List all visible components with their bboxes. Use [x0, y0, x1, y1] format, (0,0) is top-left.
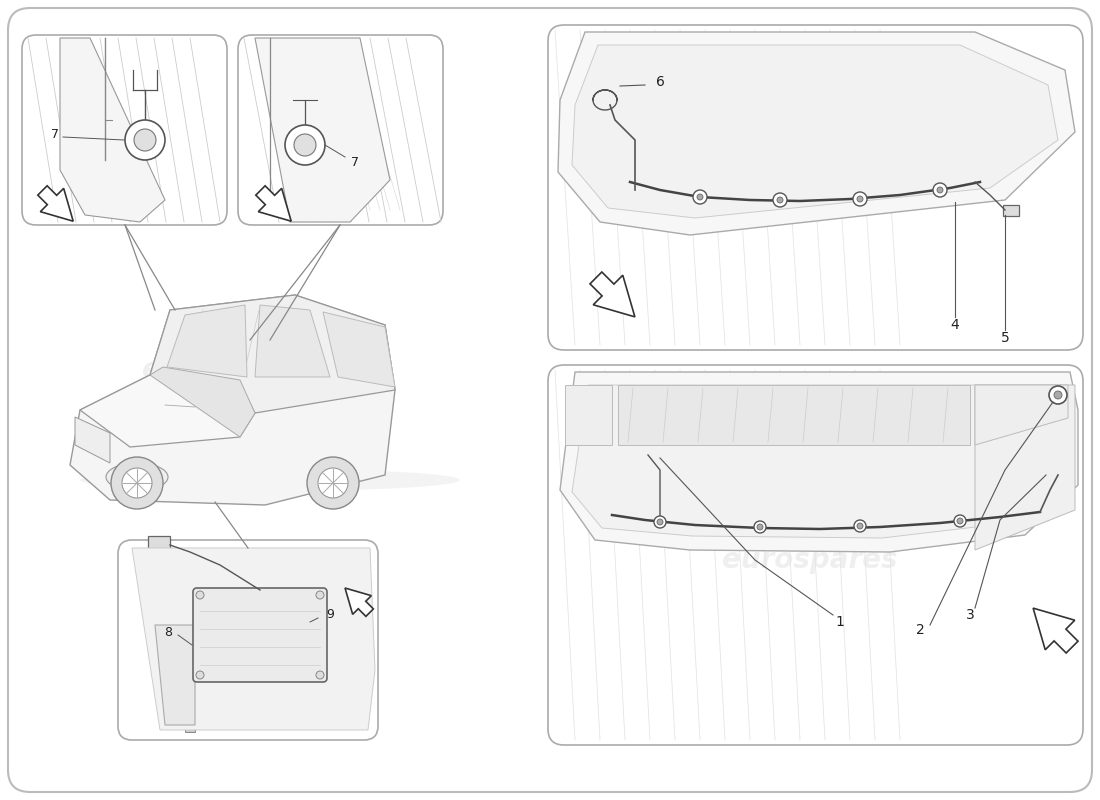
Circle shape	[854, 520, 866, 532]
Text: 7: 7	[351, 155, 359, 169]
Bar	[1003, 205, 1019, 216]
Circle shape	[857, 523, 864, 529]
Polygon shape	[560, 372, 1078, 552]
Text: 3: 3	[966, 608, 975, 622]
Bar	[680, 100, 810, 180]
Circle shape	[307, 457, 359, 509]
Polygon shape	[167, 305, 248, 377]
Polygon shape	[75, 417, 110, 463]
Circle shape	[852, 192, 867, 206]
Text: 2: 2	[915, 623, 924, 637]
Circle shape	[773, 193, 786, 207]
Bar	[148, 536, 170, 550]
Polygon shape	[572, 45, 1058, 218]
Circle shape	[697, 194, 703, 200]
Polygon shape	[572, 385, 1068, 538]
Circle shape	[122, 468, 152, 498]
Polygon shape	[323, 312, 395, 387]
Polygon shape	[80, 375, 255, 447]
Text: 4: 4	[950, 318, 959, 332]
Polygon shape	[255, 38, 390, 222]
Polygon shape	[975, 385, 1075, 550]
Bar	[588, 74, 612, 88]
Circle shape	[1054, 391, 1062, 399]
Circle shape	[196, 591, 204, 599]
Circle shape	[125, 120, 165, 160]
Polygon shape	[150, 367, 255, 437]
Circle shape	[754, 521, 766, 533]
Polygon shape	[565, 385, 612, 445]
Circle shape	[954, 515, 966, 527]
Circle shape	[957, 518, 962, 524]
Polygon shape	[37, 186, 74, 222]
Polygon shape	[975, 385, 1068, 445]
Circle shape	[134, 129, 156, 151]
Circle shape	[654, 516, 666, 528]
Text: eurospares: eurospares	[723, 166, 898, 194]
Text: 5: 5	[1001, 331, 1010, 345]
Polygon shape	[590, 272, 635, 317]
Polygon shape	[132, 548, 375, 730]
Text: eurospares: eurospares	[723, 546, 898, 574]
Polygon shape	[155, 625, 195, 725]
Bar	[636, 444, 658, 458]
Ellipse shape	[80, 469, 460, 491]
Circle shape	[777, 197, 783, 203]
Circle shape	[757, 524, 763, 530]
Polygon shape	[70, 295, 395, 505]
Polygon shape	[558, 32, 1075, 235]
FancyBboxPatch shape	[192, 588, 327, 682]
Text: 9: 9	[326, 609, 334, 622]
Ellipse shape	[106, 463, 168, 491]
Polygon shape	[150, 295, 395, 413]
Text: 1: 1	[836, 615, 845, 629]
Circle shape	[316, 671, 324, 679]
Circle shape	[111, 457, 163, 509]
Circle shape	[316, 591, 324, 599]
Circle shape	[933, 183, 947, 197]
Circle shape	[196, 671, 204, 679]
Circle shape	[285, 125, 324, 165]
Text: 8: 8	[164, 626, 172, 638]
Circle shape	[657, 519, 663, 525]
Circle shape	[937, 187, 943, 193]
Polygon shape	[1033, 608, 1078, 653]
Circle shape	[294, 134, 316, 156]
Polygon shape	[256, 186, 292, 222]
Circle shape	[318, 468, 348, 498]
Text: 7: 7	[51, 129, 59, 142]
Bar	[185, 714, 195, 732]
Bar	[1046, 463, 1068, 477]
Circle shape	[857, 196, 864, 202]
Text: 6: 6	[656, 75, 664, 89]
Polygon shape	[60, 38, 165, 222]
Circle shape	[1049, 386, 1067, 404]
Polygon shape	[345, 588, 373, 616]
Circle shape	[693, 190, 707, 204]
Text: eurospares: eurospares	[142, 356, 318, 384]
Polygon shape	[618, 385, 970, 445]
Polygon shape	[255, 305, 330, 377]
